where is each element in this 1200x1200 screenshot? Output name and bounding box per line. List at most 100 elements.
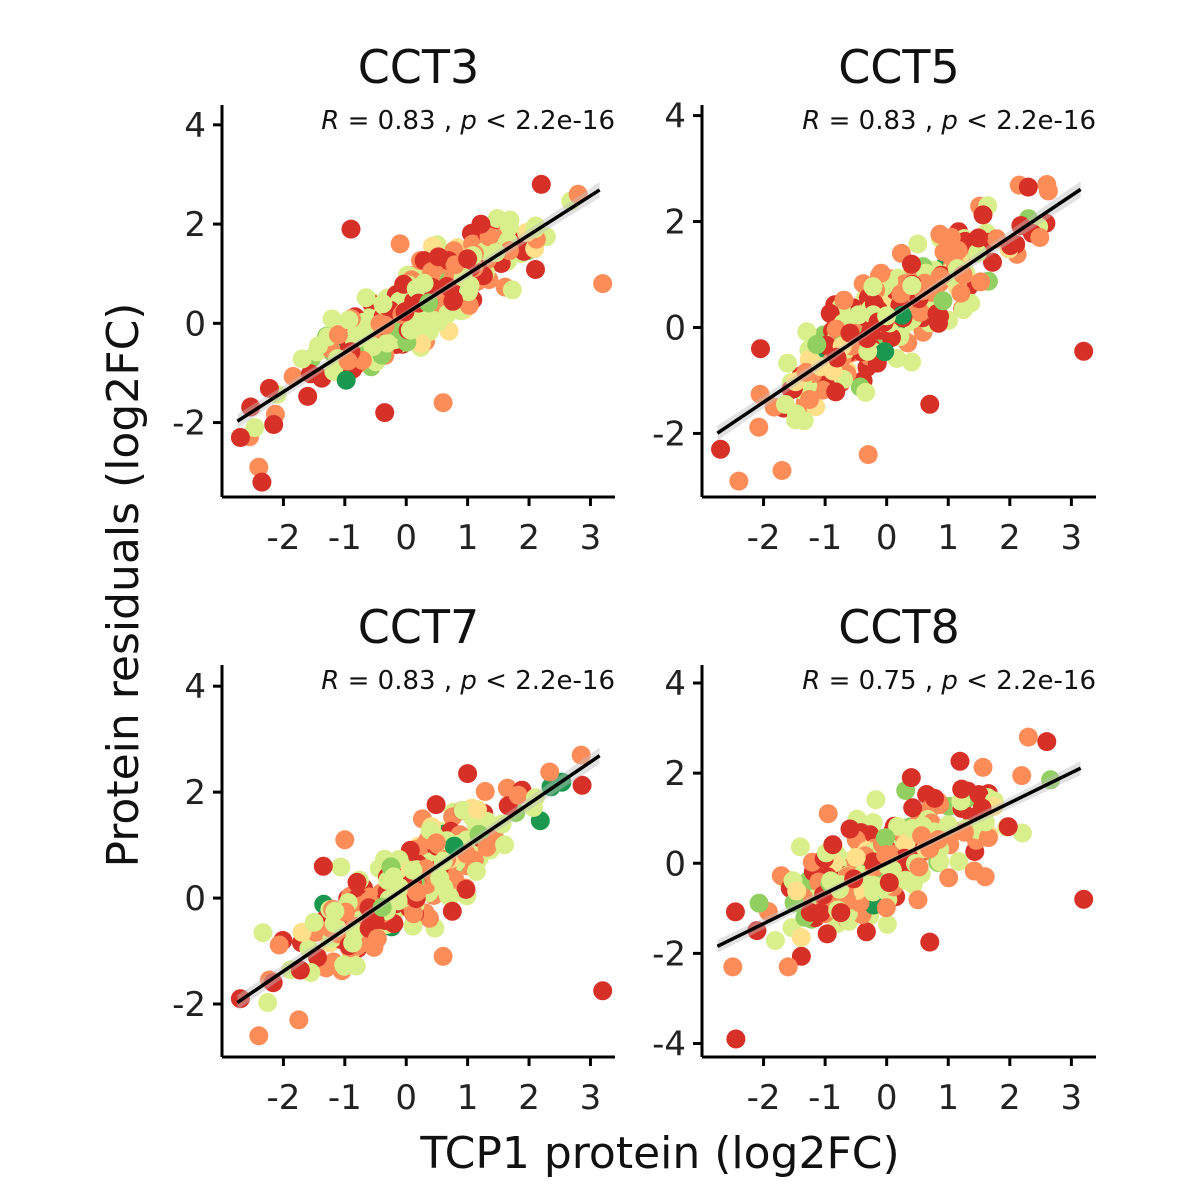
data-point bbox=[335, 830, 355, 850]
data-point bbox=[909, 857, 929, 877]
data-point bbox=[875, 828, 895, 848]
data-point bbox=[817, 924, 837, 944]
y-tick-label: -2 bbox=[652, 934, 686, 974]
x-tick-label: 3 bbox=[1061, 518, 1083, 558]
data-point bbox=[428, 247, 448, 267]
x-tick-label: 2 bbox=[518, 1078, 540, 1118]
data-point bbox=[888, 816, 908, 836]
data-point bbox=[930, 852, 950, 872]
data-point bbox=[750, 384, 770, 404]
data-point bbox=[467, 861, 486, 881]
data-point bbox=[433, 393, 453, 413]
data-point bbox=[912, 826, 932, 846]
y-tick-label: -4 bbox=[652, 1024, 686, 1064]
data-point bbox=[831, 903, 851, 923]
data-point bbox=[877, 306, 897, 326]
data-point bbox=[475, 782, 495, 801]
data-point bbox=[1074, 341, 1094, 361]
data-point bbox=[975, 867, 995, 887]
x-tick-label: 0 bbox=[395, 518, 417, 558]
data-point bbox=[949, 852, 969, 871]
data-point bbox=[933, 291, 953, 311]
data-point bbox=[407, 882, 427, 902]
data-point bbox=[856, 922, 876, 942]
data-point bbox=[289, 1010, 309, 1030]
data-point bbox=[419, 293, 439, 313]
data-point bbox=[402, 320, 422, 340]
scatter-points bbox=[711, 175, 1094, 491]
data-point bbox=[903, 798, 923, 818]
data-point bbox=[952, 779, 972, 799]
y-tick-label: -2 bbox=[172, 985, 206, 1025]
data-point bbox=[863, 277, 883, 297]
data-point bbox=[363, 337, 383, 356]
y-tick-label: 0 bbox=[664, 308, 686, 348]
y-tick-label: 4 bbox=[184, 667, 206, 707]
x-tick-label: -2 bbox=[747, 518, 781, 558]
data-point bbox=[434, 878, 454, 898]
data-point bbox=[403, 860, 423, 880]
data-point bbox=[934, 242, 954, 262]
data-point bbox=[818, 804, 838, 824]
x-tick-label: -2 bbox=[266, 518, 300, 558]
data-point bbox=[778, 353, 798, 373]
data-point bbox=[973, 205, 993, 225]
y-tick-label: 2 bbox=[664, 754, 686, 794]
y-tick-label: -2 bbox=[652, 414, 686, 454]
data-point bbox=[373, 294, 393, 314]
data-point bbox=[526, 260, 545, 279]
y-tick-label: 4 bbox=[664, 664, 686, 704]
data-point bbox=[331, 857, 351, 877]
regression-line bbox=[716, 766, 1082, 948]
data-point bbox=[1074, 889, 1094, 909]
x-tick-label: 3 bbox=[1061, 1078, 1083, 1118]
data-point bbox=[800, 390, 819, 409]
x-tick-label: 3 bbox=[580, 518, 602, 558]
data-point bbox=[298, 386, 318, 406]
data-point bbox=[346, 956, 366, 976]
data-point bbox=[1018, 727, 1038, 747]
x-tick-label: -2 bbox=[266, 1078, 300, 1118]
data-point bbox=[908, 890, 928, 910]
data-point bbox=[245, 418, 265, 438]
data-point bbox=[772, 461, 792, 480]
data-point bbox=[471, 214, 491, 234]
x-tick-label: 0 bbox=[395, 1078, 417, 1118]
data-point bbox=[973, 757, 993, 777]
data-point bbox=[593, 981, 613, 1001]
y-tick-label: 2 bbox=[184, 205, 206, 245]
scatter-points bbox=[230, 745, 613, 1046]
data-point bbox=[968, 228, 988, 248]
data-point bbox=[269, 935, 289, 955]
data-point bbox=[1012, 823, 1032, 843]
data-point bbox=[820, 303, 840, 323]
data-point bbox=[571, 745, 591, 765]
correlation-annotation: R = 0.75 , p < 2.2e-16 bbox=[802, 666, 1096, 696]
data-point bbox=[908, 234, 928, 254]
data-point bbox=[468, 800, 487, 820]
data-point bbox=[241, 397, 261, 417]
data-point bbox=[309, 336, 328, 356]
data-point bbox=[264, 415, 284, 434]
data-point bbox=[328, 325, 348, 345]
data-point bbox=[477, 837, 497, 857]
data-point bbox=[775, 394, 795, 414]
data-point bbox=[414, 273, 434, 293]
y-tick-label: 0 bbox=[184, 304, 206, 344]
panel-title: CCT7 bbox=[358, 600, 480, 654]
data-point bbox=[347, 872, 367, 892]
data-point bbox=[866, 790, 886, 810]
x-tick-label: 2 bbox=[518, 518, 540, 558]
data-point bbox=[902, 276, 922, 295]
x-tick-label: -1 bbox=[808, 518, 842, 558]
data-point bbox=[426, 795, 446, 815]
data-point bbox=[749, 417, 769, 437]
x-tick-label: -1 bbox=[808, 1078, 842, 1118]
y-tick-label: 0 bbox=[184, 879, 206, 919]
data-point bbox=[939, 868, 959, 888]
data-point bbox=[531, 174, 551, 194]
x-tick-label: 2 bbox=[999, 1078, 1021, 1118]
data-point bbox=[858, 445, 878, 465]
data-point bbox=[823, 835, 843, 855]
